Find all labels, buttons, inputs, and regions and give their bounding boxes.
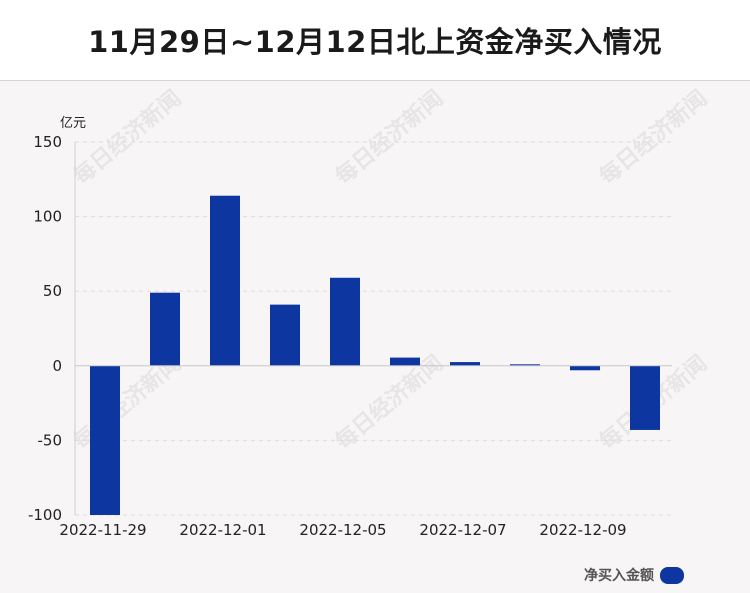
y-tick-label: 50	[43, 282, 62, 300]
title-bar: 11月29日~12月12日北上资金净买入情况	[0, 0, 750, 81]
legend: 净买入金额	[584, 565, 684, 585]
x-tick-label: 2022-12-05	[299, 521, 386, 539]
bar	[570, 365, 600, 371]
x-tick-label: 2022-12-01	[179, 521, 266, 539]
bar	[630, 365, 660, 430]
y-tick-label: 100	[33, 208, 62, 226]
bar	[390, 357, 420, 366]
x-tick-label: 2022-11-29	[59, 521, 146, 539]
legend-swatch	[660, 566, 684, 584]
legend-label: 净买入金额	[584, 568, 654, 584]
bar	[330, 277, 360, 366]
y-tick-label: -50	[38, 431, 63, 449]
bar	[210, 195, 240, 366]
chart-title: 11月29日~12月12日北上资金净买入情况	[88, 25, 662, 59]
y-tick-label: 0	[52, 357, 62, 375]
x-tick-label: 2022-12-07	[419, 521, 506, 539]
y-axis-label: 亿元	[60, 116, 86, 131]
bar	[510, 364, 540, 366]
bar	[270, 304, 300, 366]
bar	[90, 365, 120, 515]
bar	[450, 362, 480, 366]
x-tick-label: 2022-12-09	[539, 521, 626, 539]
bar	[150, 292, 180, 366]
y-tick-label: 150	[33, 133, 62, 151]
y-tick-label: -100	[28, 506, 62, 524]
